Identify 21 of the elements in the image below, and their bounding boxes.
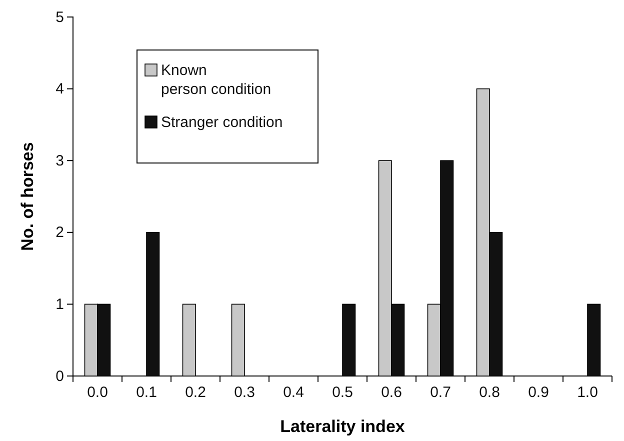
x-tick-label: 0.2 (185, 384, 206, 401)
legend-label: Stranger condition (161, 114, 283, 131)
x-tick-label: 0.4 (283, 384, 304, 401)
x-tick-label: 0.0 (87, 384, 108, 401)
x-tick-label: 0.7 (430, 384, 451, 401)
x-axis-title: Laterality index (280, 417, 406, 436)
x-tick-label: 0.9 (528, 384, 549, 401)
y-tick-label: 3 (56, 152, 64, 170)
legend-label: Known person condition (161, 62, 272, 98)
x-tick-label: 0.3 (234, 384, 255, 401)
x-tick-label: 0.5 (332, 384, 353, 401)
x-tick-label: 0.6 (381, 384, 402, 401)
y-tick-label: 2 (56, 224, 64, 242)
y-tick-label: 4 (56, 80, 64, 98)
y-tick-label: 0 (56, 368, 64, 385)
x-tick-label: 0.1 (136, 384, 157, 401)
y-tick-label: 1 (56, 296, 64, 313)
y-axis-title: No. of horses (18, 142, 37, 251)
x-tick-label: 0.8 (479, 384, 500, 401)
x-tick-label: 1.0 (577, 384, 598, 401)
y-tick-label: 5 (56, 8, 64, 26)
